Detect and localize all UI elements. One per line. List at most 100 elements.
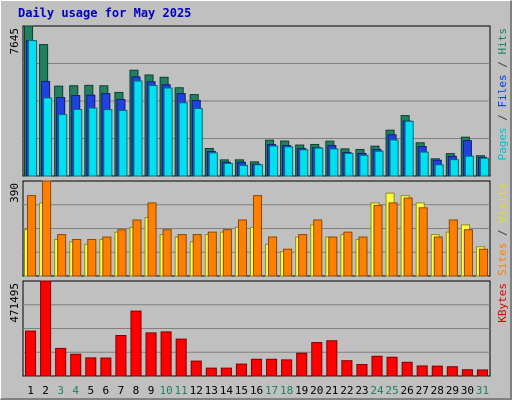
axis-label-part-2: Files — [496, 74, 509, 107]
day-tick-label: 13 — [205, 384, 218, 397]
bar-kbytes-day-11 — [175, 338, 187, 377]
bar-sites-day-21 — [328, 236, 338, 277]
bar-pages-day-10 — [163, 87, 173, 177]
bar-kbytes-day-3 — [55, 347, 67, 377]
axis-label-part-2: Visits — [496, 183, 509, 223]
bar-kbytes-day-12 — [190, 360, 202, 377]
bar-sites-day-16 — [252, 195, 263, 277]
bar-kbytes-day-5 — [85, 357, 97, 377]
bar-pages-day-20 — [314, 147, 324, 177]
bar-pages-day-29 — [449, 159, 459, 177]
bar-pages-day-31 — [479, 157, 490, 177]
bar-sites-day-15 — [237, 219, 247, 277]
bar-pages-day-2 — [43, 97, 53, 177]
bar-pages-day-19 — [299, 149, 309, 177]
bar-kbytes-day-30 — [461, 369, 473, 377]
axis-label-part-1: / — [496, 223, 509, 243]
bar-pages-day-11 — [178, 102, 188, 177]
bar-pages-day-25 — [389, 139, 399, 177]
bar-sites-day-26 — [403, 197, 413, 277]
bar-kbytes-day-8 — [130, 310, 142, 377]
bar-pages-day-22 — [344, 152, 354, 177]
bar-kbytes-day-16 — [250, 358, 263, 377]
day-tick-label: 25 — [385, 384, 398, 397]
bar-pages-day-6 — [103, 109, 113, 177]
bar-kbytes-day-21 — [326, 340, 338, 377]
bar-pages-day-21 — [329, 148, 339, 177]
day-tick-label: 24 — [370, 384, 384, 397]
bar-pages-day-9 — [148, 85, 158, 177]
bar-pages-day-8 — [133, 80, 143, 177]
bar-sites-day-25 — [388, 202, 398, 277]
day-tick-label: 26 — [401, 384, 414, 397]
bar-kbytes-day-24 — [371, 355, 383, 377]
day-tick-label: 9 — [148, 384, 155, 397]
bar-sites-day-11 — [177, 234, 187, 277]
bar-sites-day-12 — [192, 234, 202, 277]
day-tick-label: 16 — [250, 384, 263, 397]
bar-kbytes-day-4 — [70, 353, 82, 377]
bar-pages-day-7 — [118, 109, 128, 177]
day-tick-label: 4 — [72, 384, 79, 397]
chart-title: Daily usage for May 2025 — [18, 6, 192, 20]
bar-pages-day-4 — [73, 108, 83, 177]
day-tick-label: 31 — [476, 384, 489, 397]
bar-pages-day-23 — [359, 154, 369, 177]
day-tick-label: 21 — [325, 384, 338, 397]
day-tick-label: 3 — [57, 384, 64, 397]
axis-label-part-4: Hits — [496, 28, 509, 55]
bar-pages-day-27 — [419, 151, 429, 177]
axis-label-part-3: / — [496, 55, 509, 75]
bar-pages-day-3 — [58, 114, 68, 177]
bar-pages-day-30 — [464, 155, 474, 177]
day-tick-label: 6 — [103, 384, 110, 397]
bar-pages-day-24 — [374, 150, 384, 177]
day-tick-label: 17 — [265, 384, 278, 397]
bar-kbytes-day-9 — [145, 332, 157, 377]
bar-sites-day-4 — [72, 238, 82, 277]
bar-sites-day-7 — [117, 229, 127, 277]
bar-sites-day-20 — [313, 219, 323, 277]
bar-sites-day-27 — [418, 207, 428, 277]
day-tick-label: 28 — [431, 384, 444, 397]
day-tick-label: 18 — [280, 384, 293, 397]
bar-pages-day-15 — [238, 164, 248, 177]
bar-pages-day-5 — [88, 107, 98, 177]
bar-sites-day-17 — [268, 236, 278, 277]
axis-label-part-1: / — [496, 108, 509, 128]
bar-pages-day-1 — [28, 40, 38, 177]
bar-kbytes-day-1 — [25, 330, 37, 377]
day-tick-label: 15 — [235, 384, 248, 397]
bar-pages-day-18 — [284, 146, 294, 177]
day-tick-label: 5 — [87, 384, 94, 397]
bar-kbytes-day-23 — [356, 364, 368, 377]
bar-kbytes-day-26 — [401, 361, 413, 377]
bar-sites-day-13 — [207, 231, 217, 277]
axis-label-part-0: KBytes — [496, 283, 509, 323]
day-tick-label: 29 — [446, 384, 459, 397]
day-tick-label: 22 — [340, 384, 353, 397]
bar-kbytes-day-25 — [386, 356, 398, 377]
bar-sites-day-8 — [132, 219, 142, 277]
bar-sites-day-30 — [463, 229, 473, 277]
bar-sites-day-24 — [373, 204, 383, 277]
bar-kbytes-day-29 — [446, 366, 458, 377]
bar-kbytes-day-13 — [205, 367, 217, 377]
bar-kbytes-day-19 — [296, 352, 308, 377]
bar-sites-day-28 — [433, 236, 443, 277]
bar-pages-day-14 — [223, 162, 233, 177]
bar-pages-day-26 — [404, 120, 414, 177]
day-tick-label: 30 — [461, 384, 474, 397]
bar-kbytes-day-15 — [235, 363, 247, 377]
bar-sites-day-2 — [42, 180, 52, 277]
y-max-label: 390 — [8, 183, 21, 203]
bar-kbytes-day-28 — [431, 365, 443, 377]
bar-sites-day-5 — [87, 238, 97, 277]
day-tick-label: 1 — [27, 384, 34, 397]
series-axis-label: Sites / Visits — [496, 183, 509, 276]
day-tick-label: 23 — [355, 384, 368, 397]
axis-label-part-0: Pages — [496, 127, 509, 160]
bar-kbytes-day-10 — [160, 331, 172, 377]
bar-sites-day-19 — [298, 234, 308, 277]
